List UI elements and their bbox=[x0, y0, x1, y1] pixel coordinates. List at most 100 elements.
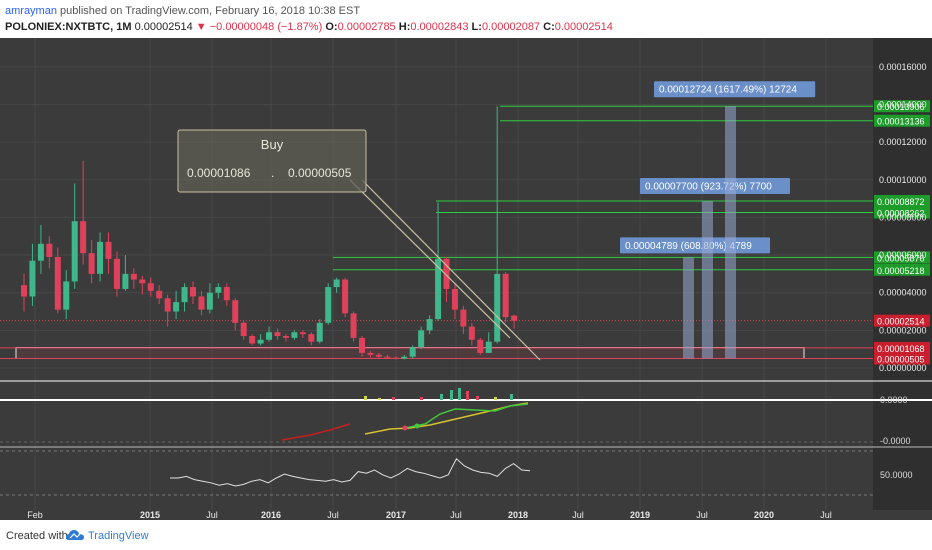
y-tick-label: 0.00016000 bbox=[879, 62, 927, 72]
y-tick-label: 0.00012000 bbox=[879, 137, 927, 147]
level-price-tag bbox=[874, 352, 930, 365]
x-tick-label: Jul bbox=[450, 510, 462, 520]
candle-body bbox=[291, 332, 298, 338]
rsi-axis-label: 50.0000 bbox=[880, 470, 913, 480]
y-tick-label: 0.00000000 bbox=[879, 363, 927, 373]
price-change: −0.00000048 (−1.87%) bbox=[209, 21, 323, 33]
callout-pointer-a bbox=[361, 179, 541, 361]
candle-body bbox=[477, 339, 484, 353]
chart-header: amrayman published on TradingView.com, F… bbox=[0, 0, 932, 38]
macd-histogram-bar bbox=[458, 388, 461, 400]
level-price-tag bbox=[874, 206, 930, 219]
macd-histogram-bar bbox=[420, 397, 423, 400]
level-price-label: 0.00005876 bbox=[877, 253, 925, 263]
callout-price-b: 0.00000505 bbox=[288, 166, 352, 180]
y-tick-label: 0.00008000 bbox=[879, 212, 927, 222]
low-value: 0.00002087 bbox=[481, 21, 541, 33]
level-price-label: 0.00001068 bbox=[877, 344, 925, 354]
level-price-tag bbox=[874, 263, 930, 276]
candle-body bbox=[240, 322, 247, 336]
candle-body bbox=[359, 337, 365, 353]
candle-body bbox=[333, 279, 340, 288]
candle-body bbox=[80, 221, 87, 254]
candle-body bbox=[409, 347, 416, 357]
target-bar bbox=[702, 200, 713, 359]
target-bar bbox=[725, 106, 736, 359]
macd-signal-past bbox=[281, 423, 351, 441]
candle-body bbox=[232, 300, 239, 323]
chart-canvas[interactable]: 0.00013906 0.00013136 0.000088720.00008262… bbox=[0, 38, 932, 520]
candle-body bbox=[468, 326, 475, 340]
ohlc-line: POLONIEX:NXTBTC, 1M 0.00002514 ▼ −0.0000… bbox=[5, 21, 613, 33]
candle-body bbox=[37, 243, 44, 261]
candle-body bbox=[29, 260, 36, 297]
buy-callout: Buy 0.00001086. 0.00000505 bbox=[177, 129, 541, 361]
x-tick-label: Jul bbox=[820, 510, 832, 520]
candle-body bbox=[350, 313, 357, 338]
candle-body bbox=[266, 332, 273, 340]
target-label: 0.00007700 (923.72%) 7700 bbox=[645, 181, 772, 192]
candle-body bbox=[367, 352, 374, 355]
y-tick-label: 0.00002000 bbox=[879, 325, 927, 335]
candle-body bbox=[392, 357, 399, 359]
target-label: 0.00004789 (608.80%) 4789 bbox=[625, 241, 752, 252]
macd-line bbox=[404, 403, 529, 429]
author-link[interactable]: amrayman bbox=[5, 5, 57, 17]
macd-cross-dot bbox=[414, 423, 420, 429]
high-label: H: bbox=[398, 21, 411, 33]
candle-body bbox=[215, 287, 222, 293]
high-value: 0.00002843 bbox=[410, 21, 469, 33]
tradingview-link[interactable]: TradingView bbox=[88, 530, 149, 542]
level-price-label: 0.00013136 bbox=[877, 117, 925, 127]
down-triangle-icon: ▼ bbox=[195, 21, 207, 33]
callout-pointer-b bbox=[349, 179, 511, 339]
x-tick-label: Jul bbox=[327, 510, 339, 520]
candle-body bbox=[223, 287, 230, 301]
level-price-tag bbox=[874, 100, 930, 113]
macd-histogram-bar bbox=[364, 396, 367, 400]
time-axis-bg bbox=[0, 510, 932, 520]
candle-body bbox=[384, 356, 391, 358]
y-tick-label: 0.00004000 bbox=[879, 288, 927, 298]
macd-histogram-bar bbox=[466, 391, 469, 400]
rsi-line bbox=[170, 457, 531, 487]
candle-body bbox=[130, 273, 137, 280]
tradingview-cloud-icon bbox=[66, 530, 84, 540]
candle-body bbox=[401, 356, 408, 359]
candle-body bbox=[46, 243, 53, 257]
candle-body bbox=[156, 290, 163, 299]
candle-body bbox=[88, 253, 95, 274]
candle-body bbox=[54, 256, 61, 310]
candle-body bbox=[190, 287, 196, 297]
candle-body bbox=[502, 273, 509, 318]
target-label: 0.00012724 (1617.49%) 12724 bbox=[659, 85, 797, 96]
chart-background bbox=[0, 38, 932, 520]
candle-body bbox=[485, 341, 492, 353]
candle-body bbox=[342, 279, 349, 314]
macd-pane: 0.0000 -0.0000 bbox=[0, 380, 932, 446]
level-price-label: 0.00013906 bbox=[877, 102, 925, 112]
candle-body bbox=[426, 319, 433, 331]
level-price-label: 0.00002514 bbox=[877, 317, 925, 327]
low-label: L: bbox=[471, 21, 482, 33]
macd-axis-label: 0.0000 bbox=[880, 395, 908, 405]
x-tick-label: 2016 bbox=[261, 510, 281, 520]
level-price-tag bbox=[874, 341, 930, 354]
callout-box bbox=[177, 129, 367, 193]
candle-body bbox=[418, 330, 425, 348]
macd-histogram-bar bbox=[476, 396, 479, 400]
callout-separator: . bbox=[271, 166, 274, 180]
candle-body bbox=[308, 334, 315, 342]
candle-body bbox=[443, 258, 450, 289]
macd-histogram-bar bbox=[392, 397, 395, 400]
candle-body bbox=[198, 296, 205, 310]
callout-price-a: 0.00001086 bbox=[187, 166, 251, 180]
rsi-pane: 50.0000 bbox=[0, 446, 932, 496]
publish-info: amrayman published on TradingView.com, F… bbox=[5, 5, 360, 17]
macd-histogram-bar bbox=[494, 397, 497, 400]
candle-body bbox=[282, 336, 289, 338]
x-tick-label: 2015 bbox=[140, 510, 160, 520]
candle-body bbox=[249, 336, 256, 344]
candle-body bbox=[63, 281, 70, 310]
open-label: O: bbox=[325, 21, 338, 33]
